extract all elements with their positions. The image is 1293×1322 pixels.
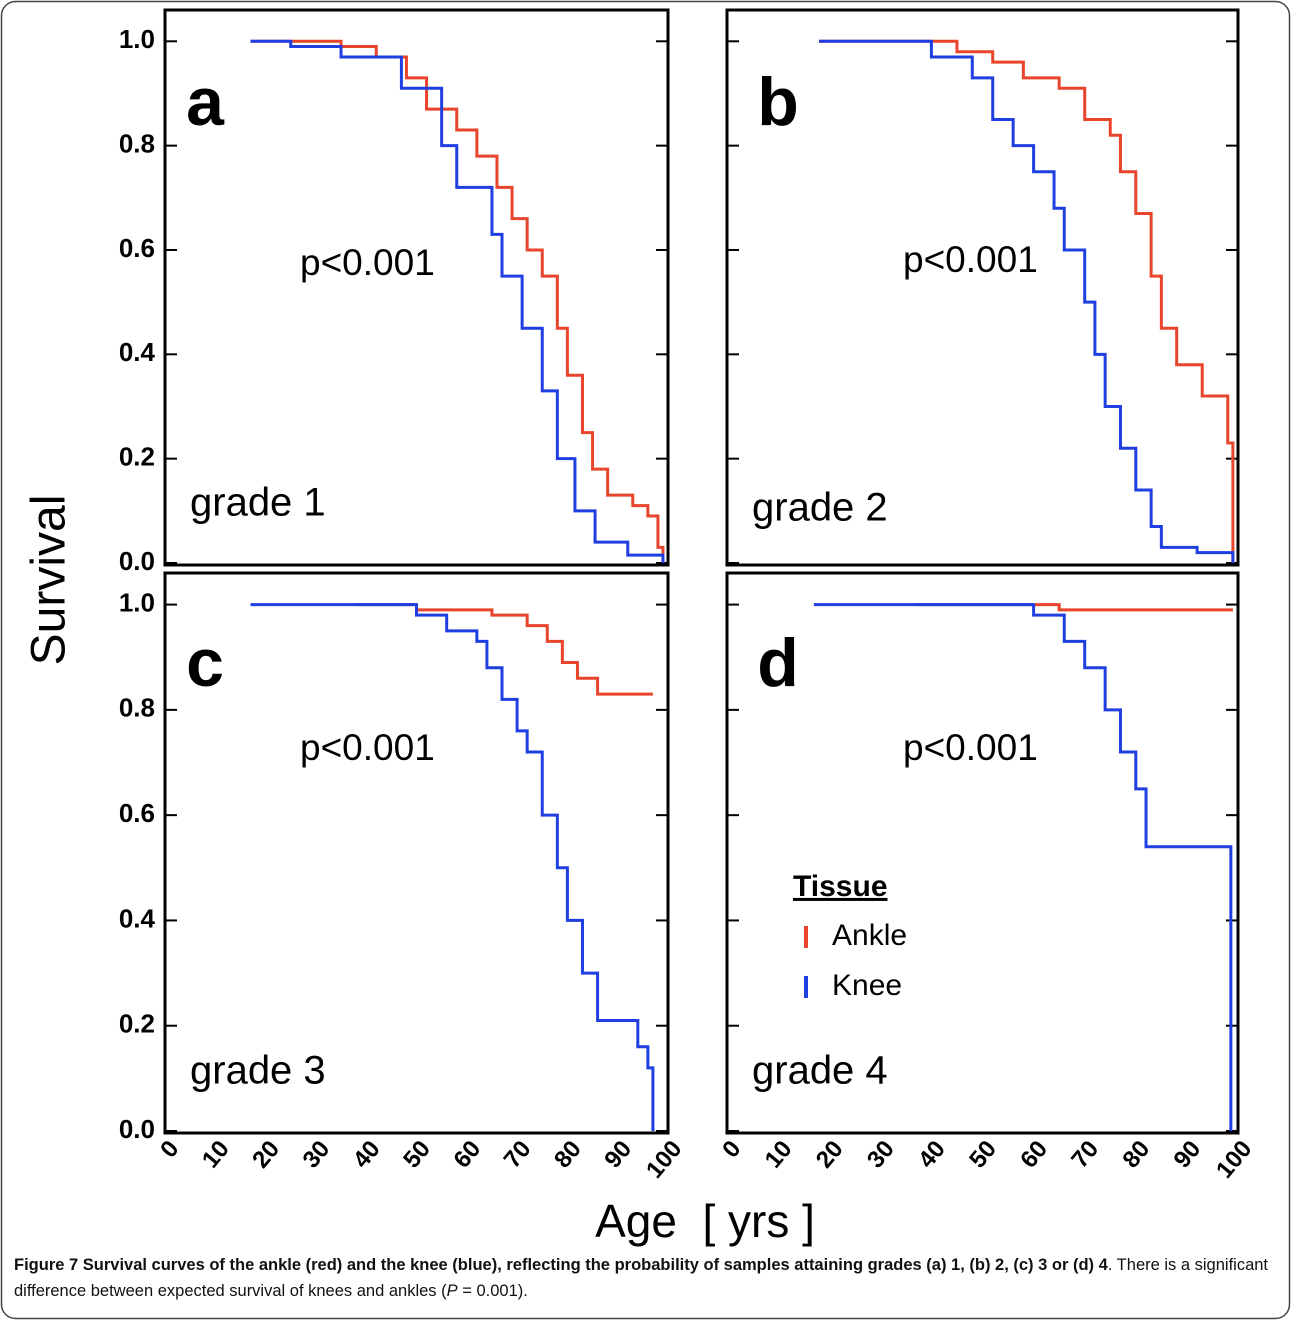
x-tick-label: 90 bbox=[1169, 1136, 1207, 1174]
plot-frame bbox=[725, 571, 1240, 1135]
survival-line bbox=[813, 603, 1233, 1131]
x-tick-label: 10 bbox=[197, 1136, 235, 1174]
annotation: p<0.001 bbox=[903, 727, 1038, 768]
caption-italic: P bbox=[446, 1282, 458, 1300]
legend-title: Tissue bbox=[793, 870, 888, 903]
x-axis-label: Age [ yrs ] bbox=[595, 1195, 815, 1247]
x-tick-label: 50 bbox=[398, 1136, 436, 1174]
x-tick-label: 60 bbox=[1015, 1136, 1053, 1174]
grade-label: grade 1 bbox=[190, 481, 326, 525]
x-tick-label: 50 bbox=[964, 1136, 1002, 1174]
x-tick-label: 70 bbox=[1066, 1136, 1104, 1174]
plot-frame bbox=[163, 8, 670, 567]
y-tick-label: 0.4 bbox=[119, 337, 156, 367]
y-tick-label: 0.6 bbox=[119, 798, 155, 828]
x-tick-label: 0 bbox=[717, 1136, 746, 1164]
x-tick-label: 30 bbox=[298, 1136, 336, 1174]
x-tick-label: 100 bbox=[641, 1136, 687, 1184]
survival-line bbox=[356, 603, 653, 696]
y-tick-label: 0.8 bbox=[119, 693, 155, 723]
x-tick-label: 40 bbox=[913, 1136, 951, 1174]
x-tick-label: 40 bbox=[348, 1136, 386, 1174]
x-tick-label: 70 bbox=[499, 1136, 537, 1174]
grade-label: grade 2 bbox=[752, 486, 888, 530]
y-tick-label: 0.4 bbox=[119, 903, 156, 933]
caption-bold: Figure 7 Survival curves of the ankle (r… bbox=[14, 1256, 1108, 1274]
plot-frame bbox=[163, 571, 670, 1135]
x-tick-label: 60 bbox=[448, 1136, 486, 1174]
x-tick-label: 20 bbox=[811, 1136, 849, 1174]
panel-label: b bbox=[757, 64, 799, 140]
y-tick-label: 0.6 bbox=[119, 233, 155, 263]
legend-label: Ankle bbox=[832, 919, 907, 952]
y-tick-label: 0.0 bbox=[119, 1114, 155, 1144]
panel-label: c bbox=[186, 625, 224, 701]
survival-line bbox=[818, 39, 1235, 563]
survival-line bbox=[818, 39, 1235, 563]
panel-label: d bbox=[757, 625, 799, 701]
survival-line bbox=[250, 39, 665, 563]
caption-text: . There is a significant difference betw… bbox=[14, 1256, 1269, 1300]
survival-line bbox=[250, 39, 665, 563]
caption: Figure 7 Survival curves of the ankle (r… bbox=[14, 1252, 1279, 1304]
grade-label: grade 4 bbox=[752, 1049, 888, 1093]
annotation: p<0.001 bbox=[300, 242, 435, 283]
caption-text: = 0.001). bbox=[457, 1282, 528, 1300]
y-tick-label: 0.2 bbox=[119, 442, 155, 472]
x-tick-label: 30 bbox=[862, 1136, 900, 1174]
plot-frame bbox=[725, 8, 1240, 567]
y-tick-label: 0.2 bbox=[119, 1009, 155, 1039]
x-tick-label: 80 bbox=[1117, 1136, 1155, 1174]
y-axis-label: Survival bbox=[23, 495, 76, 666]
y-tick-label: 1.0 bbox=[119, 24, 155, 54]
y-tick-label: 0.8 bbox=[119, 129, 155, 159]
x-tick-label: 100 bbox=[1211, 1136, 1257, 1184]
annotation: p<0.001 bbox=[903, 239, 1038, 280]
legend-label: Knee bbox=[832, 969, 902, 1002]
x-tick-label: 80 bbox=[549, 1136, 587, 1174]
x-tick-label: 90 bbox=[599, 1136, 637, 1174]
x-tick-label: 10 bbox=[760, 1136, 798, 1174]
y-tick-label: 0.0 bbox=[119, 546, 155, 576]
x-tick-label: 0 bbox=[155, 1136, 184, 1164]
survival-line bbox=[250, 603, 655, 1131]
y-tick-label: 1.0 bbox=[119, 587, 155, 617]
annotation: p<0.001 bbox=[300, 727, 435, 768]
grade-label: grade 3 bbox=[190, 1049, 326, 1093]
x-tick-label: 20 bbox=[247, 1136, 285, 1174]
panel-label: a bbox=[186, 64, 225, 140]
